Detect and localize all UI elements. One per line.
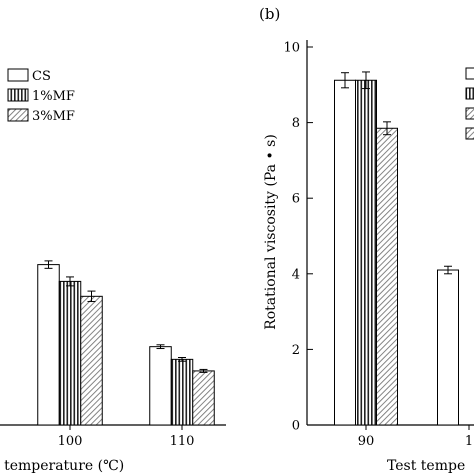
- right-y-tick-label-2: 2: [292, 343, 300, 358]
- panel-label-b: (b): [259, 5, 280, 23]
- left-x-tick-label-110: 110: [170, 434, 195, 449]
- legend-swatch-3mf: [7, 108, 29, 122]
- legend-swatch-1mf: [7, 88, 29, 102]
- right-panel: (b) 0 2 4 6 8 10 90 1 Rotational viscosity (Pa…: [259, 5, 474, 474]
- legend-label-1mf: 1%MF: [32, 89, 75, 104]
- right-legend-swatch-3: [465, 107, 474, 120]
- right-errorbar-1-s0: [444, 265, 452, 275]
- left-errorbar-110-s1: [178, 356, 186, 362]
- legend-label-3mf: 3%MF: [32, 109, 75, 124]
- right-bar-1-s0: [437, 269, 459, 426]
- right-x-tick-label-1: 1: [465, 434, 473, 449]
- right-y-tick-label-4: 4: [292, 267, 300, 282]
- left-errorbar-100-s0: [44, 260, 53, 269]
- left-errorbar-100-s1: [66, 276, 74, 287]
- right-bar-90-s0: [334, 79, 356, 426]
- left-errorbar-100-s2: [87, 290, 96, 303]
- right-legend: [465, 67, 474, 140]
- left-x-axis-label: t temperature (℃): [0, 458, 124, 474]
- left-legend: CS 1%MF 3%MF: [7, 68, 75, 124]
- left-bar-110-s1: [170, 358, 194, 426]
- right-y-tick-label-0: 0: [292, 419, 300, 434]
- right-y-tick-label-8: 8: [292, 116, 300, 131]
- right-errorbar-90-s2: [383, 121, 391, 136]
- left-bar-100-s0: [37, 264, 60, 426]
- left-x-tick-label-100: 100: [58, 434, 83, 449]
- left-bar-100-s2: [80, 295, 103, 426]
- right-y-tick-label-10: 10: [283, 41, 300, 56]
- left-bar-110-s0: [149, 346, 172, 426]
- legend-label-cs: CS: [32, 69, 51, 84]
- right-bar-90-s1: [355, 79, 377, 426]
- right-y-tick-label-6: 6: [292, 192, 300, 207]
- right-errorbar-90-s1: [362, 71, 370, 90]
- right-y-axis-label: Rotational viscosity (Pa • s): [263, 134, 279, 330]
- left-bar-100-s1: [58, 280, 82, 426]
- left-errorbar-110-s0: [156, 344, 165, 350]
- right-x-tick-label-90: 90: [358, 434, 375, 449]
- left-panel: 100 110 t temperature (℃) CS 1%MF 3%MF: [0, 68, 226, 474]
- right-bar-90-s2: [376, 127, 398, 426]
- right-x-axis-label: Test tempe: [387, 458, 465, 474]
- right-legend-swatch-4: [465, 127, 474, 140]
- left-bar-110-s2: [192, 370, 215, 426]
- legend-swatch-cs: [7, 68, 29, 82]
- right-errorbar-90-s0: [341, 72, 349, 89]
- right-legend-swatch-1: [465, 67, 474, 80]
- right-legend-swatch-2: [465, 87, 474, 100]
- left-errorbar-110-s2: [199, 368, 208, 373]
